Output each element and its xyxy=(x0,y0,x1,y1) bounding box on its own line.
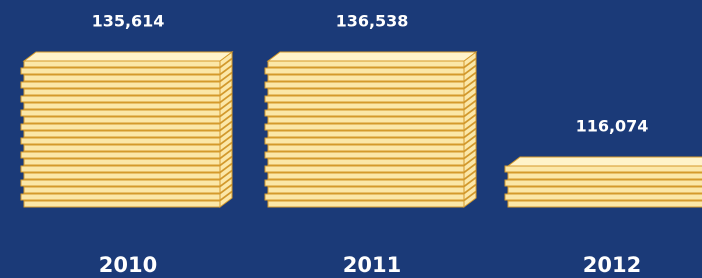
sheet-front xyxy=(268,61,464,67)
sheet-top xyxy=(268,52,476,61)
sheet-front xyxy=(265,180,464,186)
sheet-front xyxy=(268,145,464,151)
sheet-front xyxy=(268,173,464,179)
sheet-front xyxy=(265,82,464,88)
sheet-front xyxy=(265,124,464,130)
x-tick-label: 2010 xyxy=(99,253,157,277)
sheet-front xyxy=(268,187,464,193)
sheet-front xyxy=(24,103,220,109)
sheet-front xyxy=(508,187,702,193)
sheet-front xyxy=(24,61,220,67)
sheet-front xyxy=(24,159,220,165)
sheet-front xyxy=(21,82,220,88)
x-tick-label: 2012 xyxy=(583,253,641,277)
sheet-front xyxy=(505,180,702,186)
sheet-front xyxy=(24,89,220,95)
sheet-front xyxy=(24,201,220,207)
value-label: 136,538 xyxy=(336,12,409,31)
sheet-top xyxy=(24,52,232,61)
sheet-front xyxy=(24,145,220,151)
sheet-front xyxy=(21,194,220,200)
sheet-front xyxy=(268,131,464,137)
sheet-front xyxy=(505,166,702,172)
sheet-front xyxy=(265,96,464,102)
sheet-front xyxy=(21,152,220,158)
sheet-front xyxy=(505,194,702,200)
sheet-front xyxy=(21,96,220,102)
sheet-front xyxy=(508,201,702,207)
sheet-front xyxy=(265,194,464,200)
sheet-front xyxy=(21,68,220,74)
sheet-front xyxy=(21,180,220,186)
chart: 135,614 2010 136,538 2011 116,074 2012 xyxy=(0,0,702,278)
sheet-front xyxy=(268,201,464,207)
sheet-front xyxy=(268,89,464,95)
sheet-top xyxy=(508,157,702,166)
value-label: 135,614 xyxy=(92,12,165,31)
sheet-front xyxy=(265,152,464,158)
x-tick-label: 2011 xyxy=(343,253,401,277)
sheet-front xyxy=(265,138,464,144)
sheet-front xyxy=(268,117,464,123)
sheet-front xyxy=(21,110,220,116)
sheet-front xyxy=(268,75,464,81)
paper-stack xyxy=(505,157,702,207)
sheet-front xyxy=(24,187,220,193)
sheet-front xyxy=(268,159,464,165)
sheet-front xyxy=(21,138,220,144)
sheet-front xyxy=(24,131,220,137)
sheet-front xyxy=(508,173,702,179)
paper-stack xyxy=(265,52,476,207)
sheet-front xyxy=(265,110,464,116)
value-label: 116,074 xyxy=(576,117,649,136)
sheet-front xyxy=(268,103,464,109)
sheet-front xyxy=(265,166,464,172)
sheet-front xyxy=(265,68,464,74)
sheet-front xyxy=(24,117,220,123)
sheet-front xyxy=(21,124,220,130)
sheet-front xyxy=(24,173,220,179)
paper-stack xyxy=(21,52,232,207)
sheet-front xyxy=(24,75,220,81)
sheet-front xyxy=(21,166,220,172)
